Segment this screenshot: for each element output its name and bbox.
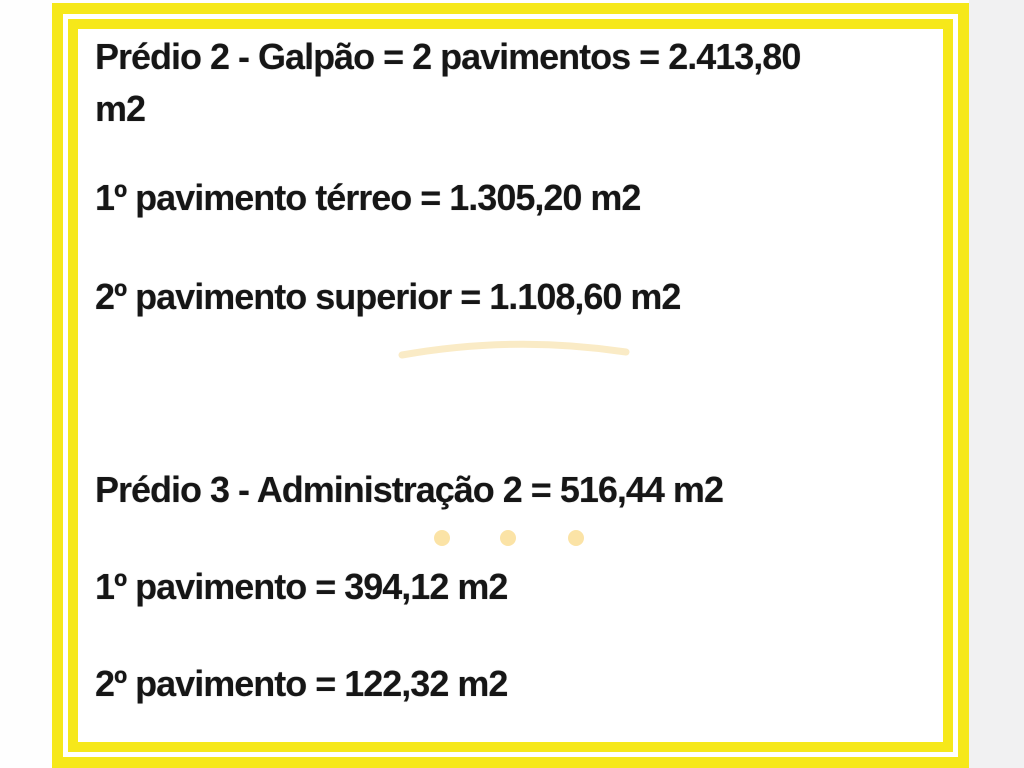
- inner-yellow-border: [68, 19, 953, 752]
- watermark-dot: [568, 530, 584, 546]
- text-line-predio3-pavimento2: 2º pavimento = 122,32 m2: [95, 663, 508, 704]
- right-margin-strip: [969, 0, 1024, 768]
- outer-yellow-border: [52, 3, 969, 768]
- text-line-predio3-pavimento1: 1º pavimento = 394,12 m2: [95, 566, 508, 607]
- text-line-predio2-pavimento2: 2º pavimento superior = 1.108,60 m2: [95, 276, 681, 317]
- watermark-arc: [398, 340, 630, 359]
- text-line-predio2-pavimento1: 1º pavimento térreo = 1.305,20 m2: [95, 177, 641, 218]
- text-line-predio3-title: Prédio 3 - Administração 2 = 516,44 m2: [95, 469, 724, 510]
- text-line-predio2-title: Prédio 2 - Galpão = 2 pavimentos = 2.413…: [95, 36, 801, 77]
- watermark-dot: [434, 530, 450, 546]
- text-line-predio2-title-wrap: m2: [95, 88, 146, 129]
- watermark-dot: [500, 530, 516, 546]
